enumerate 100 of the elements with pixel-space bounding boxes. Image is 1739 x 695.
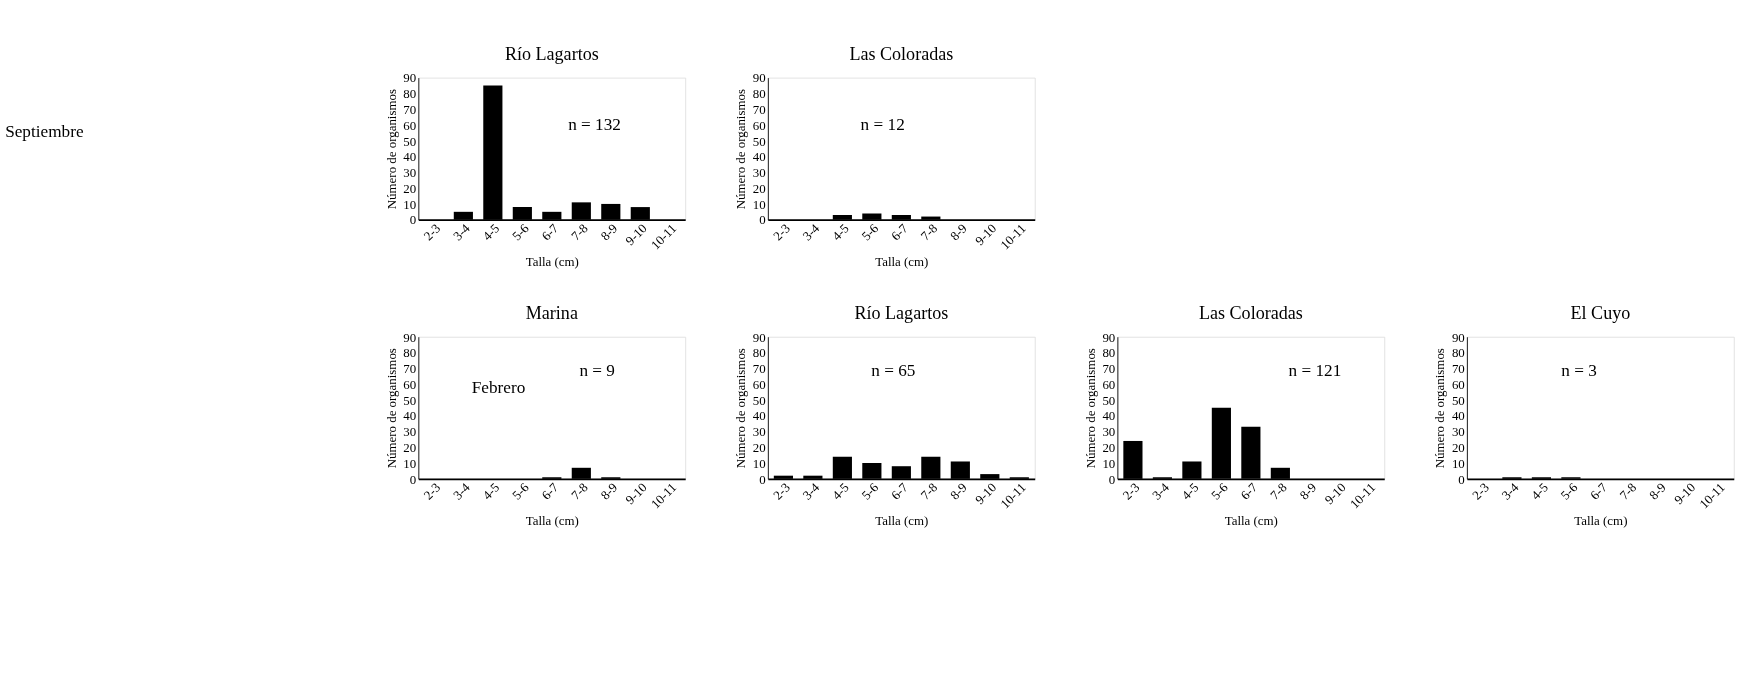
x-tick-label: 8-9 <box>946 220 970 244</box>
chart-title: El Cuyo <box>1570 302 1631 323</box>
y-tick-label: 40 <box>752 149 766 165</box>
y-tick-label: 40 <box>752 408 766 424</box>
y-axis-title: Número de organismos <box>1082 348 1098 469</box>
annotation: n = 121 <box>1288 361 1342 381</box>
x-tick-label: 6-7 <box>888 479 912 503</box>
y-tick-label: 10 <box>1451 455 1465 471</box>
y-tick-label: 90 <box>403 70 417 86</box>
x-tick-label: 9-10 <box>1670 479 1699 508</box>
x-tick-label: 5-6 <box>858 220 882 244</box>
x-tick-label: 8-9 <box>597 220 621 244</box>
y-tick-label: 50 <box>403 392 417 408</box>
chart-title: Río Lagartos <box>504 43 599 64</box>
x-tick-label: 4-5 <box>829 220 852 244</box>
x-axis-title: Talla (cm) <box>525 512 579 528</box>
y-tick-label: 90 <box>1451 329 1465 345</box>
y-tick-label: 20 <box>403 440 417 456</box>
y-tick-label: 30 <box>752 165 766 181</box>
y-tick-label: 60 <box>1451 376 1465 392</box>
y-tick-label: 80 <box>403 86 417 102</box>
y-tick-label: 50 <box>1451 392 1465 408</box>
text: Septiembre <box>5 121 84 141</box>
y-tick-label: 20 <box>403 180 417 196</box>
annotation: Febrero <box>471 378 526 398</box>
annotation: n = 65 <box>871 361 916 381</box>
y-tick-label: 50 <box>752 392 766 408</box>
x-axis-title: Talla (cm) <box>1574 512 1628 528</box>
y-tick-label: 0 <box>409 212 417 228</box>
y-axis-title: Número de organismos <box>733 348 749 469</box>
y-tick-label: 80 <box>752 345 766 361</box>
y-tick-label: 10 <box>752 196 766 212</box>
x-tick-label: 7-8 <box>917 479 941 503</box>
x-axis-title: Talla (cm) <box>875 253 929 269</box>
y-tick-label: 40 <box>1102 408 1116 424</box>
y-tick-label: 60 <box>752 117 766 133</box>
y-tick-label: 0 <box>759 471 766 487</box>
x-tick-label: 3-4 <box>450 220 474 244</box>
y-tick-label: 50 <box>1102 392 1116 408</box>
x-tick-label: 9-10 <box>971 479 1000 508</box>
y-tick-label: 60 <box>1102 376 1116 392</box>
annotation: n = 9 <box>579 361 615 381</box>
y-tick-label: 0 <box>759 212 766 228</box>
x-tick-label: 5-6 <box>1557 479 1581 503</box>
y-axis-title: Número de organismos <box>1432 348 1448 469</box>
y-tick-label: 80 <box>403 345 417 361</box>
x-tick-label: 4-5 <box>479 479 503 503</box>
y-tick-label: 0 <box>1458 471 1465 487</box>
y-tick-label: 30 <box>403 165 417 181</box>
y-tick-label: 30 <box>752 424 766 440</box>
x-tick-label: 8-9 <box>1296 479 1320 503</box>
y-tick-label: 70 <box>752 101 766 117</box>
x-tick-label: 6-7 <box>888 220 912 244</box>
x-tick-label: 8-9 <box>1646 479 1669 503</box>
x-tick-label: 5-6 <box>508 220 533 244</box>
x-tick-label: 2-3 <box>1119 479 1143 503</box>
y-tick-label: 60 <box>403 117 417 133</box>
y-tick-label: 70 <box>403 361 417 377</box>
x-tick-label: 7-8 <box>1616 479 1640 503</box>
y-tick-label: 90 <box>1102 329 1116 345</box>
y-tick-label: 0 <box>1108 471 1116 487</box>
x-tick-label: 8-9 <box>946 479 970 503</box>
x-tick-label: 2-3 <box>770 479 793 503</box>
y-tick-label: 40 <box>403 408 417 424</box>
annotation: n = 3 <box>1561 361 1597 381</box>
y-tick-label: 50 <box>752 133 766 149</box>
x-tick-label: 3-4 <box>1498 479 1522 503</box>
y-tick-label: 40 <box>403 149 417 165</box>
x-tick-label: 7-8 <box>567 479 591 503</box>
y-tick-label: 70 <box>1102 361 1116 377</box>
y-tick-label: 30 <box>1102 424 1116 440</box>
y-tick-label: 90 <box>752 70 766 86</box>
chart-title: Las Coloradas <box>1198 302 1303 323</box>
y-tick-label: 20 <box>1102 440 1116 456</box>
y-tick-label: 10 <box>403 455 417 471</box>
x-tick-label: 5-6 <box>508 479 533 503</box>
x-tick-label: 3-4 <box>799 220 823 244</box>
y-tick-label: 80 <box>752 86 766 102</box>
x-tick-label: 9-10 <box>971 220 1000 249</box>
x-tick-label: 7-8 <box>917 220 941 244</box>
y-tick-label: 10 <box>403 196 417 212</box>
x-axis-title: Talla (cm) <box>875 512 929 528</box>
y-tick-label: 90 <box>752 329 766 345</box>
x-tick-label: 7-8 <box>567 220 591 244</box>
y-tick-label: 70 <box>1451 361 1465 377</box>
x-tick-label: 4-5 <box>1528 479 1551 503</box>
y-axis-title: Número de organismos <box>383 348 399 469</box>
x-tick-label: 3-4 <box>450 479 474 503</box>
x-tick-label: 6-7 <box>1587 479 1611 503</box>
y-tick-label: 10 <box>752 455 766 471</box>
y-tick-label: 70 <box>752 361 766 377</box>
y-tick-label: 0 <box>409 471 417 487</box>
x-tick-label: 5-6 <box>858 479 882 503</box>
y-tick-label: 20 <box>752 440 766 456</box>
y-tick-label: 30 <box>403 424 417 440</box>
y-tick-label: 80 <box>1451 345 1465 361</box>
y-tick-label: 30 <box>1451 424 1465 440</box>
x-tick-label: 4-5 <box>829 479 852 503</box>
y-tick-label: 10 <box>1102 455 1116 471</box>
x-tick-label: 5-6 <box>1208 479 1232 503</box>
